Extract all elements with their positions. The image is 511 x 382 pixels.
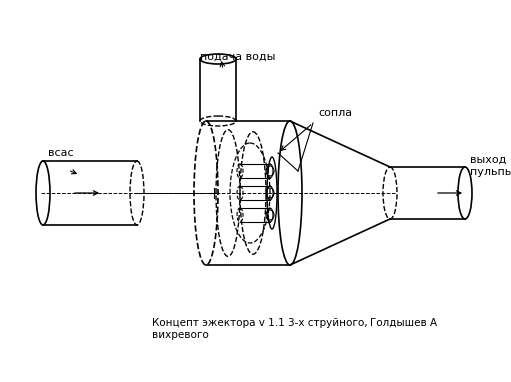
Text: выход
пульпы: выход пульпы (470, 155, 511, 176)
Text: подача воды: подача воды (200, 52, 276, 62)
Text: Концепт эжектора v 1.1 3-х струйного,: Концепт эжектора v 1.1 3-х струйного, (152, 318, 367, 328)
Text: сопла: сопла (318, 108, 352, 118)
Text: всас: всас (48, 148, 74, 158)
Text: вихревого: вихревого (152, 330, 209, 340)
Text: Голдышев А: Голдышев А (370, 318, 437, 328)
